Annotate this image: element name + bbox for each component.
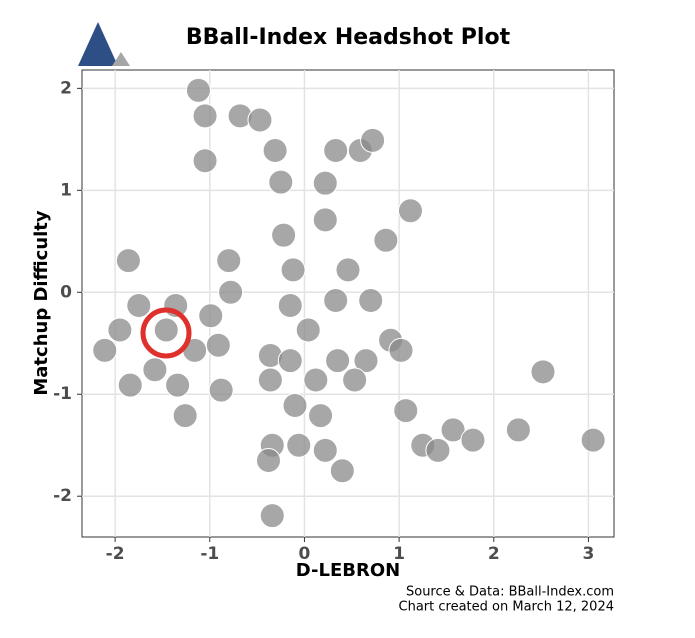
x-tick-label: -2 (106, 544, 125, 564)
player-headshot (271, 222, 297, 248)
y-tick-label: 2 (60, 78, 72, 98)
y-axis-label: Matchup Difficulty (31, 210, 52, 396)
y-tick-label: -1 (53, 384, 72, 404)
player-headshot (325, 348, 351, 374)
player-headshot (308, 403, 334, 429)
player-headshot (218, 279, 244, 305)
player-headshot (247, 107, 273, 133)
player-headshot (153, 317, 179, 343)
player-headshot (257, 367, 283, 393)
player-headshot (185, 77, 211, 103)
player-headshot (107, 317, 133, 343)
player-headshot (323, 138, 349, 164)
player-headshot (335, 257, 361, 283)
player-headshot (393, 398, 419, 424)
player-headshot (172, 403, 198, 429)
x-axis-label: D-LEBRON (296, 560, 400, 581)
player-headshot (92, 337, 118, 363)
player-headshot (440, 417, 466, 443)
player-headshot (353, 348, 379, 374)
chart-title: BBall-Index Headshot Plot (186, 25, 511, 50)
player-headshot (312, 207, 338, 233)
player-headshot (312, 437, 338, 463)
y-tick-label: 1 (60, 180, 72, 200)
player-headshot (460, 427, 486, 453)
x-tick-label: -1 (200, 544, 219, 564)
player-headshot (255, 448, 281, 474)
player-headshot (303, 367, 329, 393)
y-tick-label: 0 (60, 282, 72, 302)
x-tick-label: 1 (393, 544, 405, 564)
player-headshot (142, 357, 168, 383)
player-headshot (342, 367, 368, 393)
caption: Chart created on March 12, 2024 (399, 600, 614, 615)
player-headshot (165, 372, 191, 398)
player-headshot (312, 170, 338, 196)
player-headshot (360, 127, 386, 153)
player-headshot (277, 348, 303, 374)
player-headshot (208, 377, 234, 403)
player-headshot (282, 392, 308, 418)
player-headshot (286, 432, 312, 458)
player-headshot (329, 458, 355, 484)
player-headshot (425, 437, 451, 463)
player-headshot (268, 169, 294, 195)
x-tick-label: 0 (299, 544, 311, 564)
player-headshot (295, 317, 321, 343)
highlight-circle (140, 307, 192, 359)
player-headshot (115, 248, 141, 274)
player-headshot (388, 337, 414, 363)
player-headshot (530, 359, 556, 385)
player-headshot (216, 248, 242, 274)
x-tick-label: 2 (488, 544, 500, 564)
source: Source & Data: BBall-Index.com (406, 585, 614, 600)
player-headshot (192, 148, 218, 174)
player-headshot (580, 427, 606, 453)
y-tick-label: -2 (53, 486, 72, 506)
player-headshot (192, 103, 218, 129)
player-headshot (323, 287, 349, 313)
x-tick-label: 3 (583, 544, 595, 564)
player-headshot (126, 293, 152, 319)
player-headshot (198, 303, 224, 329)
player-headshot (358, 287, 384, 313)
player-headshot (280, 257, 306, 283)
player-headshot (259, 503, 285, 529)
player-headshot (117, 372, 143, 398)
player-headshot (397, 198, 423, 224)
logo (78, 22, 130, 66)
player-headshot (205, 332, 231, 358)
player-headshot (262, 138, 288, 164)
player-headshot (373, 227, 399, 253)
player-headshot (505, 417, 531, 443)
player-headshot (277, 293, 303, 319)
